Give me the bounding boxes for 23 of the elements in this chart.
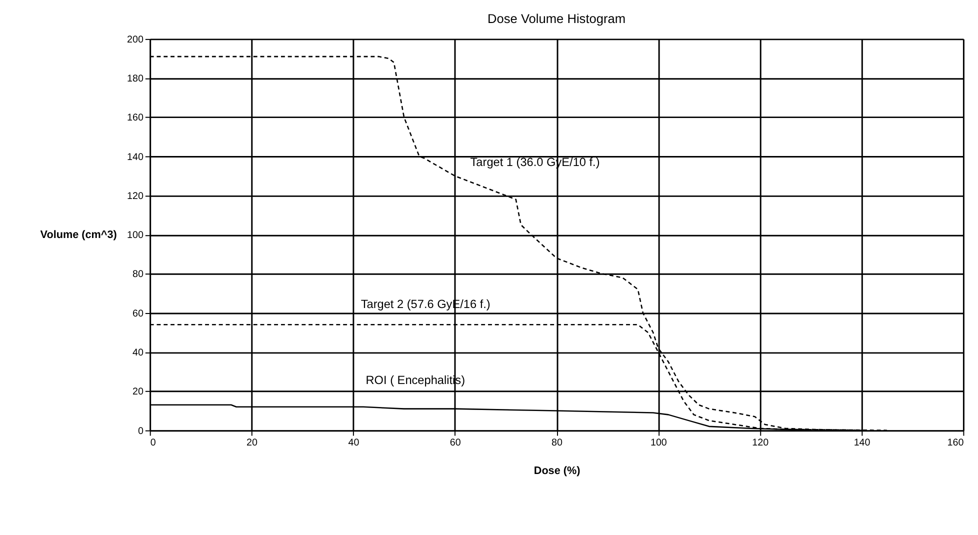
y-tick-label: 0	[138, 426, 144, 437]
y-tick-label: 100	[127, 230, 144, 242]
x-tick-label: 160	[947, 438, 964, 449]
y-tick-label: 200	[127, 34, 144, 46]
y-tick-label: 40	[132, 348, 144, 359]
y-tick-label: 20	[132, 386, 144, 398]
y-tick-label: 80	[132, 269, 144, 280]
x-tick-label: 20	[246, 438, 258, 449]
x-tick-label: 40	[348, 438, 360, 449]
y-axis-title: Volume (cm^3)	[40, 229, 118, 242]
x-tick-label: 60	[450, 438, 462, 449]
y-tick-label: 60	[132, 308, 144, 320]
y-tick-label: 140	[127, 152, 144, 163]
x-tick-label: 80	[552, 438, 564, 449]
x-tick-label: 120	[752, 438, 770, 449]
x-tick-label: 100	[650, 438, 668, 449]
x-tick-label: 0	[150, 438, 156, 449]
y-tick-label: 160	[127, 112, 144, 124]
y-tick-label: 120	[127, 190, 144, 202]
chart-title: Dose Volume Histogram	[488, 11, 626, 26]
x-tick-label: 140	[854, 438, 871, 449]
x-axis-title: Dose (%)	[534, 465, 581, 478]
y-tick-label: 180	[127, 74, 144, 85]
